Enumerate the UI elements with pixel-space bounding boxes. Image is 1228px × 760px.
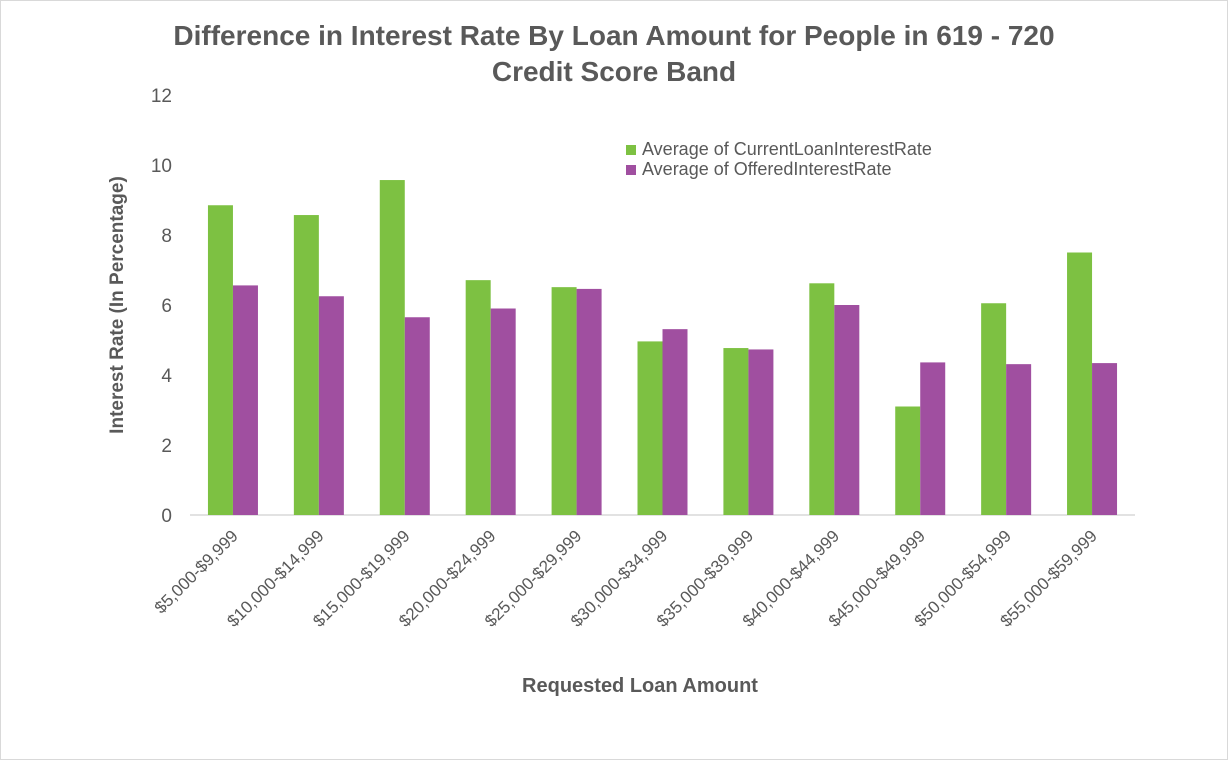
bar-current bbox=[809, 283, 835, 515]
bar-offered bbox=[490, 308, 516, 515]
bar-current bbox=[895, 406, 921, 515]
bar-current bbox=[981, 303, 1007, 515]
bar-current bbox=[1067, 252, 1093, 515]
y-tick-label: 4 bbox=[161, 366, 172, 387]
chart-title: Difference in Interest Rate By Loan Amou… bbox=[0, 18, 1228, 90]
y-tick-label: 2 bbox=[161, 436, 172, 457]
x-tick-label: $5,000-$9,999 bbox=[151, 526, 242, 617]
y-tick-label: 0 bbox=[161, 506, 172, 527]
bar-offered bbox=[662, 329, 688, 515]
legend-swatch bbox=[626, 165, 636, 175]
y-tick-label: 6 bbox=[161, 296, 172, 317]
bar-offered bbox=[1006, 364, 1032, 515]
y-tick-label: 10 bbox=[151, 156, 172, 177]
bar-current bbox=[293, 215, 319, 516]
bar-offered bbox=[1092, 363, 1118, 515]
bar-offered bbox=[318, 296, 344, 515]
legend-swatch bbox=[626, 145, 636, 155]
legend-label: Average of OfferedInterestRate bbox=[642, 159, 892, 179]
bar-current bbox=[551, 287, 577, 515]
bar-offered bbox=[404, 317, 430, 515]
y-axis-title: Interest Rate (In Percentage) bbox=[107, 176, 128, 434]
bar-current bbox=[379, 180, 405, 516]
legend-label: Average of CurrentLoanInterestRate bbox=[642, 139, 932, 159]
chart-title-line-1: Difference in Interest Rate By Loan Amou… bbox=[173, 20, 1055, 51]
bar-offered bbox=[920, 362, 946, 515]
y-tick-label: 12 bbox=[151, 86, 172, 107]
bar-offered bbox=[748, 349, 774, 515]
bar-current bbox=[465, 280, 491, 515]
bar-current bbox=[207, 205, 233, 515]
bar-offered bbox=[576, 288, 602, 515]
bar-offered bbox=[232, 285, 258, 515]
y-tick-label: 8 bbox=[161, 226, 172, 247]
bar-current bbox=[723, 348, 749, 515]
chart-title-line-2: Credit Score Band bbox=[491, 56, 737, 87]
x-axis-title: Requested Loan Amount bbox=[522, 675, 758, 697]
bar-offered bbox=[834, 305, 860, 515]
bar-current bbox=[637, 341, 663, 515]
